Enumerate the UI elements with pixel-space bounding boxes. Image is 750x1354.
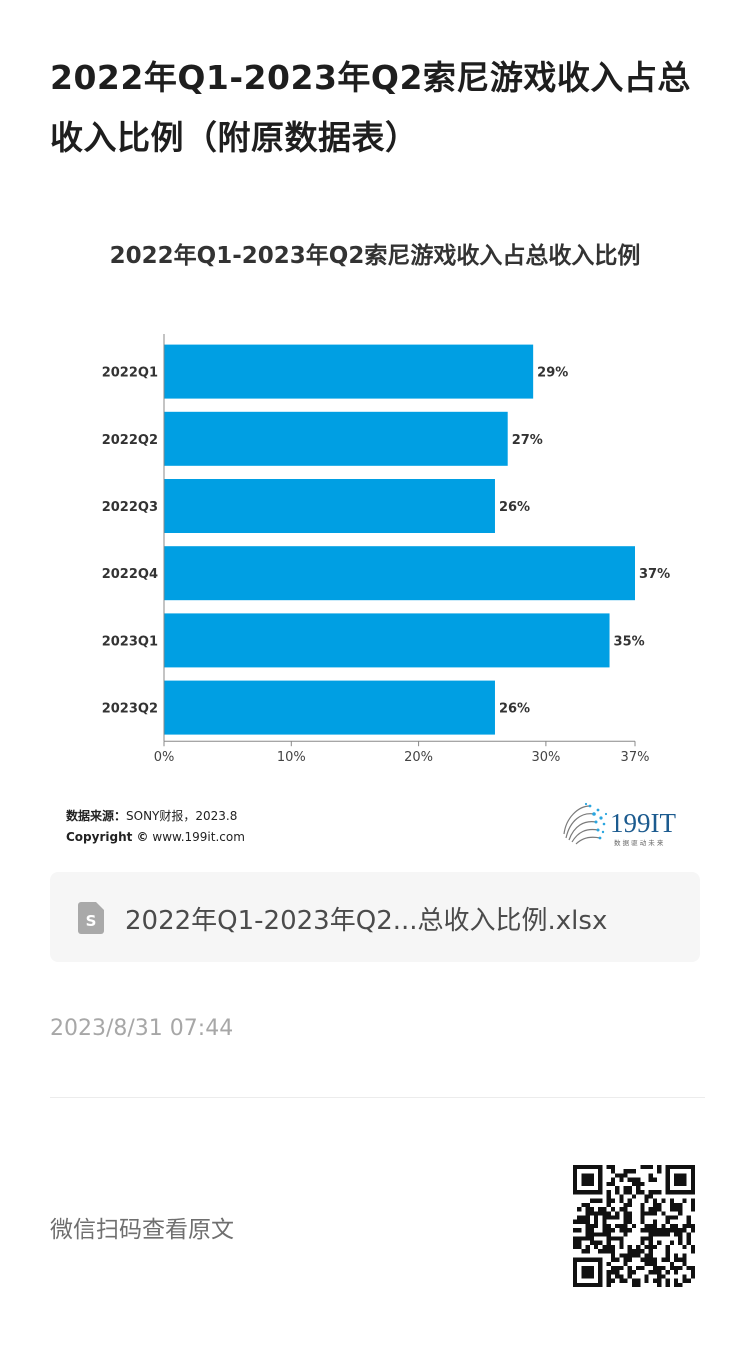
- category-label-2023Q2: 2023Q2: [102, 702, 158, 717]
- data-label-2023Q1: 35%: [614, 634, 645, 649]
- x-tick-label: 0%: [154, 750, 175, 765]
- qr-hint-text: 微信扫码查看原文: [50, 1217, 234, 1243]
- divider: [50, 1097, 705, 1098]
- attachment-file-card[interactable]: S 2022年Q1-2023年Q2...总收入比例.xlsx: [50, 872, 700, 962]
- attachment-file-name[interactable]: 2022年Q1-2023年Q2...总收入比例.xlsx: [125, 906, 608, 936]
- bar-2022Q2: [164, 411, 508, 466]
- data-label-2022Q2: 27%: [512, 433, 543, 448]
- chart-image[interactable]: 2022年Q1-2023年Q2索尼游戏收入占总收入比例 2022Q1 29% 202…: [50, 210, 700, 860]
- copyright-text: www.199it.com: [152, 830, 245, 844]
- bar-2022Q3: [164, 479, 495, 533]
- brand-name: 199IT: [610, 808, 676, 838]
- category-label-2022Q2: 2022Q2: [102, 433, 158, 448]
- spreadsheet-file-icon: S: [78, 902, 104, 934]
- article-title: 2022年Q1-2023年Q2索尼游戏收入占总收入比例（附原数据表）: [50, 58, 691, 157]
- bar-2022Q4: [164, 546, 635, 601]
- bar-2022Q1: [164, 344, 534, 399]
- qr-code-icon[interactable]: [573, 1165, 695, 1287]
- source-text: SONY财报，2023.8: [126, 809, 238, 823]
- source-label: 数据来源：: [66, 809, 127, 823]
- data-label-2022Q3: 26%: [499, 500, 530, 515]
- chart-title: 2022年Q1-2023年Q2索尼游戏收入占总收入比例: [109, 243, 641, 269]
- bar-2023Q2: [164, 680, 495, 735]
- bar-2023Q1: [164, 613, 610, 668]
- source-note: 数据来源：SONY财报，2023.8 Copyright © www.199it…: [66, 806, 245, 848]
- x-tick-label: 30%: [531, 750, 560, 765]
- data-label-2022Q4: 37%: [639, 567, 670, 582]
- category-label-2023Q1: 2023Q1: [102, 634, 158, 649]
- bar-chart: 2022Q1 29% 2022Q2 27% 2022Q3 26% 2022Q4 37% 2023…: [102, 334, 670, 765]
- brand-logo-icon: 199IT 数 据 驱 动 未 来: [563, 802, 676, 847]
- qr-modules: [573, 1165, 695, 1287]
- copyright-label: Copyright ©: [66, 830, 149, 844]
- data-label-2023Q2: 26%: [499, 702, 530, 717]
- publish-timestamp: 2023/8/31 07:44: [50, 1016, 234, 1041]
- category-label-2022Q1: 2022Q1: [102, 366, 158, 381]
- brand-tagline: 数 据 驱 动 未 来: [614, 838, 664, 847]
- data-label-2022Q1: 29%: [537, 366, 568, 381]
- x-tick-label: 20%: [404, 750, 433, 765]
- category-label-2022Q4: 2022Q4: [102, 567, 158, 582]
- category-label-2022Q3: 2022Q3: [102, 500, 158, 515]
- x-tick-label: 37%: [621, 750, 650, 765]
- x-tick-label: 10%: [277, 750, 306, 765]
- svg-text:S: S: [86, 912, 97, 930]
